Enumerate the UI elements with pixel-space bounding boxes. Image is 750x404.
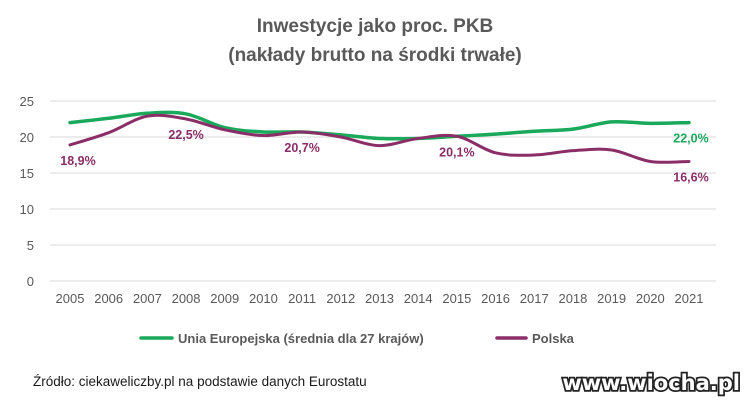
y-tick-label: 10: [20, 202, 34, 217]
y-tick-label: 15: [20, 166, 34, 181]
series-line-polska: [68, 113, 691, 164]
chart-title: Inwestycje jako proc. PKB: [257, 16, 494, 37]
x-tick-label: 2020: [636, 291, 665, 306]
y-tick-label: 25: [20, 94, 34, 109]
y-tick-label: 5: [27, 238, 34, 253]
x-tick-label: 2005: [56, 291, 85, 306]
y-axis: 0 5 10 15 20 25: [20, 94, 34, 289]
x-tick-label: 2011: [288, 291, 316, 306]
source-note: Źródło: ciekaweliczby.pl na podstawie da…: [33, 374, 367, 389]
x-tick-label: 2013: [365, 291, 394, 306]
watermark-logo: www.wiocha.pl: [562, 371, 740, 395]
x-tick-label: 2008: [172, 291, 201, 306]
x-axis: 2005 2006 2007 2008 2009 2010 2011 2012 2013 2014…: [56, 291, 704, 306]
legend-label: Unia Europejska (średnia dla 27 krajów): [178, 331, 424, 346]
y-tick-label: 20: [20, 130, 34, 145]
chart-subtitle: (nakłady brutto na środki trwałe): [228, 45, 522, 66]
legend: Unia Europejska (średnia dla 27 krajów) P…: [139, 331, 575, 346]
series-line-eu: [68, 110, 691, 141]
data-label: 20,1%: [439, 145, 474, 159]
data-label: 20,7%: [284, 141, 319, 155]
x-tick-label: 2015: [442, 291, 471, 306]
x-tick-label: 2021: [675, 291, 704, 306]
y-tick-label: 0: [27, 274, 34, 289]
x-tick-label: 2010: [249, 291, 278, 306]
x-tick-label: 2006: [94, 291, 123, 306]
data-labels: 18,9% 22,5% 20,7% 20,1% 22,0% 16,6%: [60, 128, 708, 184]
data-label: 18,9%: [60, 154, 95, 168]
plot-area: [68, 110, 691, 164]
grid: [50, 100, 716, 282]
x-tick-label: 2016: [481, 291, 510, 306]
data-label: 16,6%: [673, 170, 708, 184]
x-tick-label: 2018: [558, 291, 587, 306]
x-tick-label: 2009: [210, 291, 239, 306]
legend-label: Polska: [532, 331, 575, 346]
x-tick-label: 2019: [597, 291, 626, 306]
x-tick-label: 2017: [520, 291, 549, 306]
data-label: 22,0%: [673, 132, 708, 146]
data-label: 22,5%: [168, 128, 203, 142]
x-tick-label: 2007: [133, 291, 162, 306]
x-tick-label: 2012: [326, 291, 355, 306]
x-tick-label: 2014: [404, 291, 433, 306]
